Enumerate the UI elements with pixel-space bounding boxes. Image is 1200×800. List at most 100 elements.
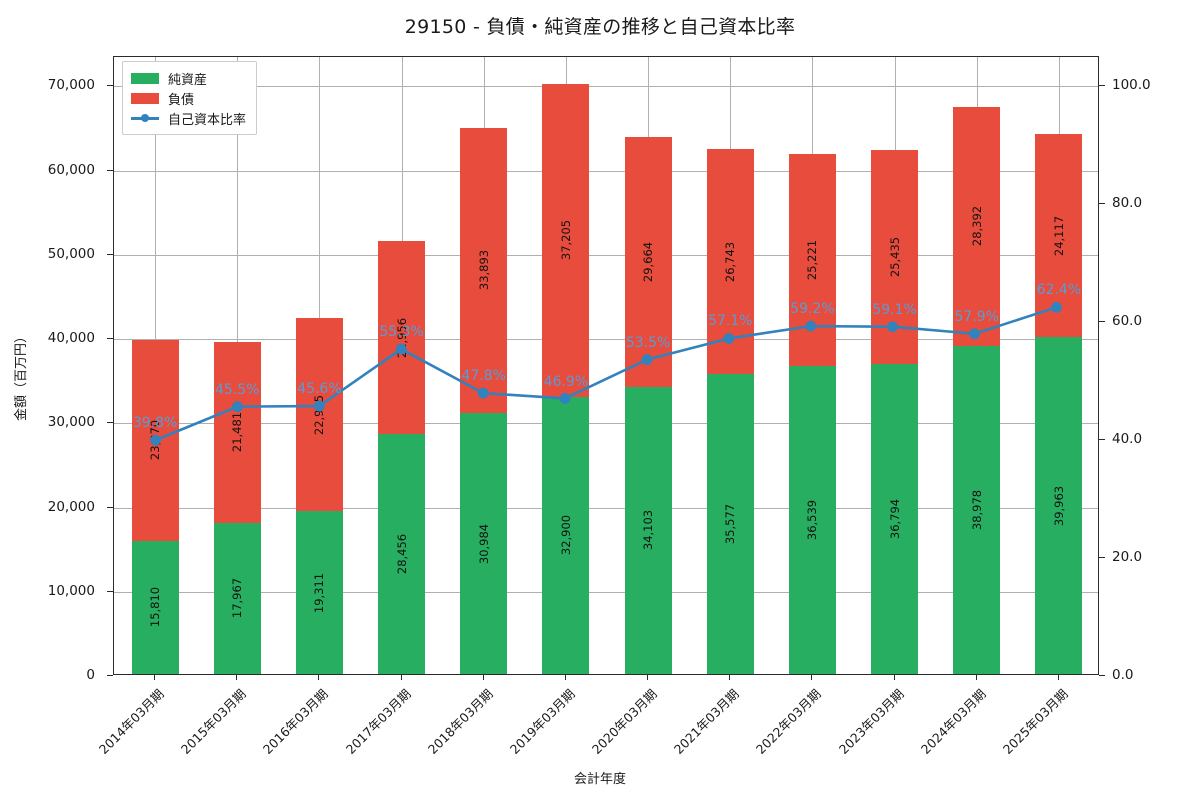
y-axis-tick-mark-right xyxy=(1099,439,1105,441)
x-axis-tick-mark xyxy=(318,675,320,680)
bar-value-label-liabilities: 26,743 xyxy=(723,241,738,282)
y-axis-tick-label-right: 20.0 xyxy=(1112,549,1143,566)
bar-value-label-equity: 36,794 xyxy=(887,498,902,540)
bar-segment-equity[interactable]: 28,456 xyxy=(378,434,426,674)
x-axis-tick-mark xyxy=(893,675,895,680)
x-axis-tick-label: 2018年03月期 xyxy=(424,686,496,757)
bar-value-label-equity: 15,810 xyxy=(148,587,163,628)
bar-value-label-equity: 35,577 xyxy=(723,504,738,545)
x-axis-tick-mark xyxy=(236,675,238,680)
legend-label-equity: 純資産 xyxy=(168,72,208,88)
bar-value-label-equity: 34,103 xyxy=(641,510,656,551)
ratio-value-label: 47.8% xyxy=(461,368,506,385)
y-axis-tick-mark-left xyxy=(107,590,113,592)
x-axis-tick-mark xyxy=(811,675,813,680)
ratio-value-label: 55.3% xyxy=(379,323,424,340)
bar-segment-equity[interactable]: 35,577 xyxy=(706,374,754,674)
bar-segment-equity[interactable]: 39,963 xyxy=(1035,337,1083,674)
y-axis-tick-label-left: 60,000 xyxy=(47,161,95,178)
legend-item-equity-ratio: 自己資本比率 xyxy=(131,108,246,128)
bar-value-label-equity: 17,967 xyxy=(230,578,245,619)
bar-group[interactable]: 36,539 25,221 xyxy=(788,57,836,674)
bar-value-label-equity: 19,311 xyxy=(312,572,327,613)
bar-value-label-liabilities: 25,221 xyxy=(805,239,820,281)
bar-group[interactable]: 28,456 22,956 xyxy=(378,57,426,674)
y-axis-tick-label-left: 10,000 xyxy=(47,582,95,599)
bar-group[interactable]: 15,810 23,870 xyxy=(131,57,179,674)
y-axis-tick-mark-right xyxy=(1099,321,1105,323)
bar-segment-equity[interactable]: 36,539 xyxy=(788,366,836,674)
y-axis-tick-label-right: 0.0 xyxy=(1112,667,1134,683)
bar-value-label-liabilities: 28,392 xyxy=(969,206,984,247)
y-axis-tick-mark-left xyxy=(107,506,113,508)
bar-segment-equity[interactable]: 36,794 xyxy=(871,364,919,674)
bar-value-label-equity: 28,456 xyxy=(394,534,409,575)
y-axis-tick-mark-left xyxy=(107,169,113,171)
ratio-value-label: 59.2% xyxy=(790,301,835,317)
bar-segment-liabilities[interactable]: 25,435 xyxy=(871,149,919,365)
y-axis-tick-label-left: 50,000 xyxy=(47,245,95,262)
bar-segment-equity[interactable]: 15,810 xyxy=(131,540,179,674)
bar-group[interactable]: 35,577 26,743 xyxy=(706,57,754,674)
bar-group[interactable]: 17,967 21,481 xyxy=(213,57,261,674)
x-axis-tick-label: 2023年03月期 xyxy=(835,686,907,757)
bar-segment-liabilities[interactable]: 21,481 xyxy=(213,341,261,523)
ratio-value-label: 46.9% xyxy=(543,373,589,390)
x-axis-tick-label: 2022年03月期 xyxy=(753,686,825,757)
bar-value-label-liabilities: 33,893 xyxy=(476,250,491,291)
bar-segment-liabilities[interactable]: 37,205 xyxy=(542,83,590,397)
x-axis-tick-label: 2014年03月期 xyxy=(95,686,167,757)
y-axis-label-left: 金額（百万円） xyxy=(14,329,30,422)
y-axis-tick-label-right: 80.0 xyxy=(1112,195,1143,212)
x-axis-tick-mark xyxy=(1057,675,1059,680)
bar-group[interactable]: 36,794 25,435 xyxy=(871,57,919,674)
bar-segment-equity[interactable]: 30,984 xyxy=(460,413,508,674)
bar-segment-liabilities[interactable]: 24,117 xyxy=(1035,134,1083,338)
x-axis-label: 会計年度 xyxy=(573,772,626,787)
legend-item-liabilities: 負債 xyxy=(131,88,246,108)
bar-group[interactable]: 34,103 29,664 xyxy=(624,57,672,674)
bar-segment-liabilities[interactable]: 25,221 xyxy=(788,153,836,367)
gridline-horizontal xyxy=(114,507,1098,509)
bar-group[interactable]: 19,311 22,995 xyxy=(295,57,343,674)
y-axis-tick-label-right: 60.0 xyxy=(1112,313,1143,330)
y-axis-tick-label-right: 100.0 xyxy=(1112,77,1151,94)
ratio-line-path xyxy=(154,306,1058,442)
bar-segment-equity[interactable]: 19,311 xyxy=(295,511,343,674)
y-axis-tick-label-left: 20,000 xyxy=(47,498,95,515)
bar-value-label-equity: 39,963 xyxy=(1051,485,1066,526)
bar-group[interactable]: 30,984 33,893 xyxy=(460,57,508,674)
bar-segment-liabilities[interactable]: 23,870 xyxy=(131,339,179,541)
x-axis-tick-label: 2025年03月期 xyxy=(999,686,1071,757)
legend-label-liabilities: 負債 xyxy=(168,92,195,108)
bar-segment-equity[interactable]: 17,967 xyxy=(213,522,261,674)
bar-group[interactable]: 39,963 24,117 xyxy=(1035,57,1083,674)
bar-value-label-liabilities: 24,117 xyxy=(1051,215,1066,257)
y-axis-tick-mark-left xyxy=(107,338,113,340)
bar-segment-liabilities[interactable]: 26,743 xyxy=(706,149,754,375)
legend-item-equity: 純資産 xyxy=(131,68,246,88)
bar-segment-liabilities[interactable]: 22,995 xyxy=(295,317,343,512)
bar-value-label-liabilities: 21,481 xyxy=(230,412,245,453)
legend-line-equity-ratio xyxy=(131,113,159,124)
gridline-horizontal xyxy=(114,254,1098,256)
ratio-value-label: 57.1% xyxy=(708,313,753,330)
bar-segment-equity[interactable]: 34,103 xyxy=(624,386,672,674)
x-axis-tick-mark xyxy=(400,675,402,680)
legend-swatch-liabilities xyxy=(131,92,159,104)
x-axis-tick-mark xyxy=(564,675,566,680)
x-axis-tick-label: 2020年03月期 xyxy=(588,686,660,757)
bar-value-label-equity: 32,900 xyxy=(558,515,573,556)
x-axis-tick-label: 2021年03月期 xyxy=(671,686,742,757)
ratio-line-series xyxy=(150,301,1062,446)
bar-group[interactable]: 38,978 28,392 xyxy=(953,57,1001,674)
y-axis-tick-mark-left xyxy=(107,85,113,87)
bar-segment-liabilities[interactable]: 28,392 xyxy=(953,106,1001,346)
bar-value-label-liabilities: 22,995 xyxy=(312,394,327,435)
bar-segment-equity[interactable]: 32,900 xyxy=(542,396,590,674)
bar-group[interactable]: 32,900 37,205 xyxy=(542,57,590,674)
x-axis-tick-mark xyxy=(482,675,484,680)
x-axis-tick-mark xyxy=(647,675,649,680)
x-axis-tick-mark xyxy=(729,675,731,680)
bar-segment-equity[interactable]: 38,978 xyxy=(953,345,1001,674)
